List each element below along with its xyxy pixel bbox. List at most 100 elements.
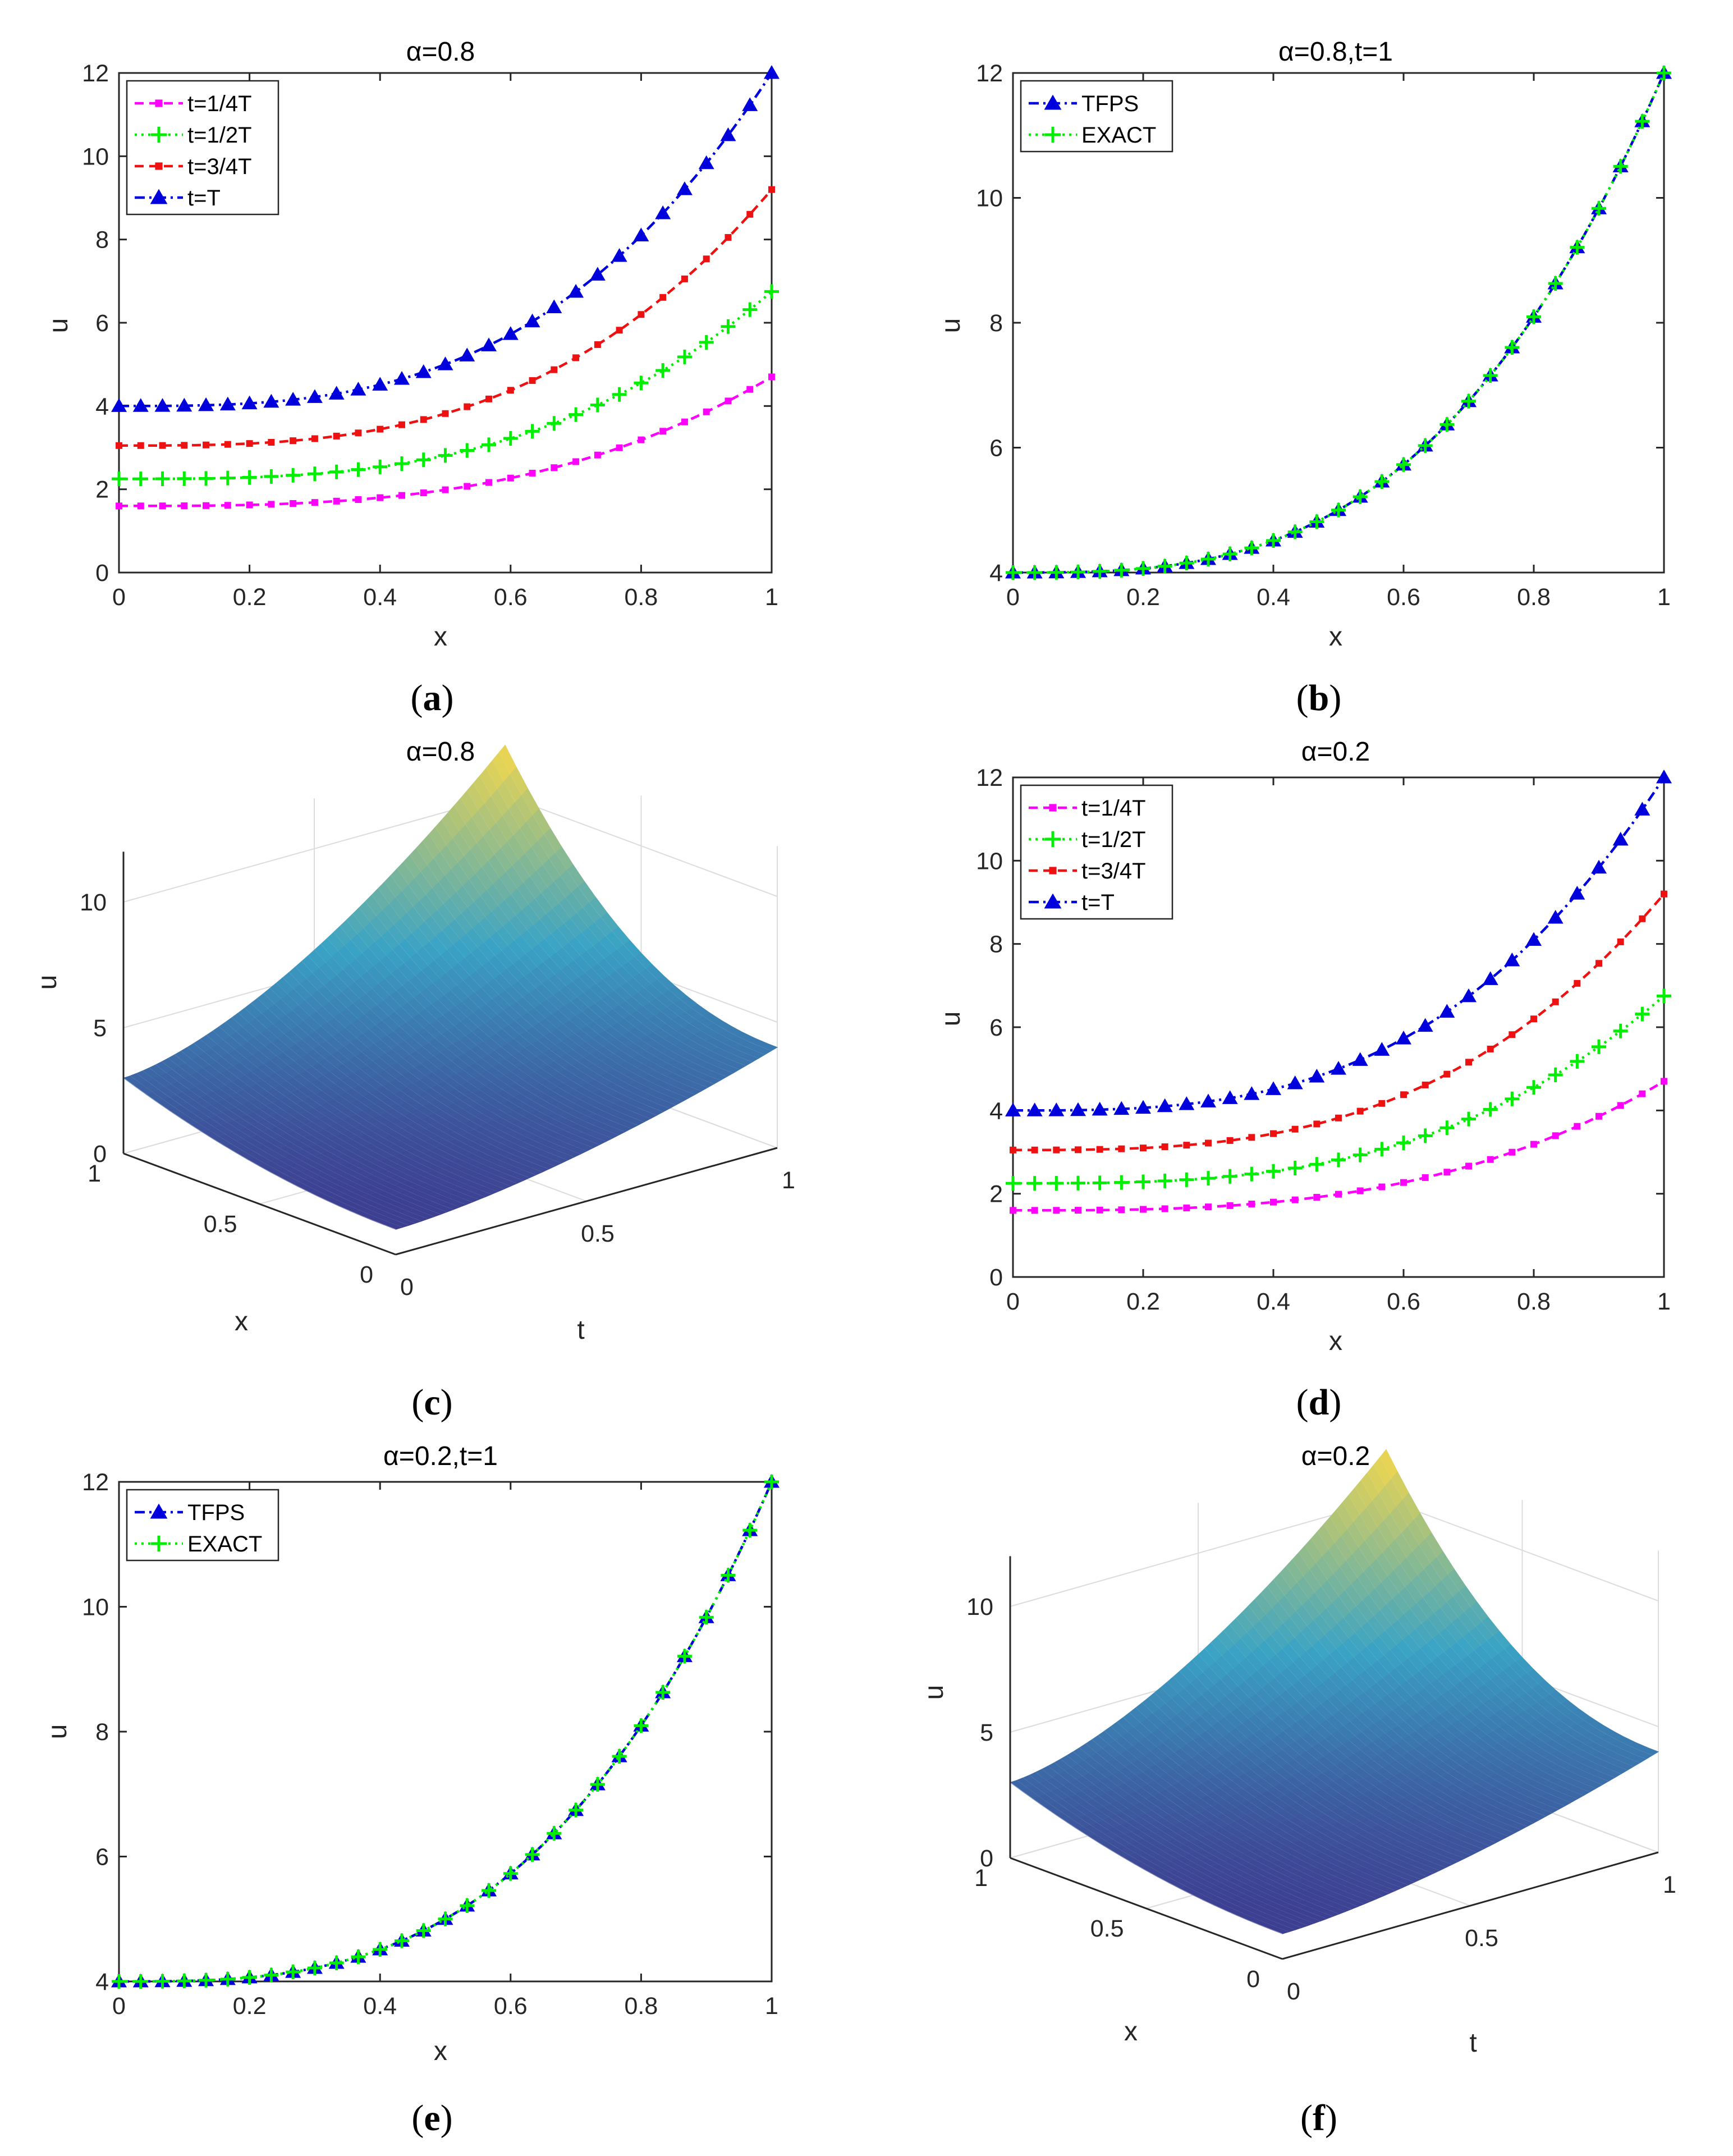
panel-a-series-3-point	[611, 248, 627, 262]
panel-d-series-3-point	[1482, 971, 1498, 985]
panel-f-title: α=0.2	[1301, 1441, 1370, 1471]
panel-d-series-0-point	[1313, 1193, 1321, 1201]
panel-a-xtick-label: 0	[112, 584, 126, 611]
panel-c-tlabel: t	[577, 1315, 584, 1345]
panel-a-series-0-point	[203, 502, 210, 509]
panel-a-series-0-point	[616, 444, 623, 451]
panel-a-series-3-point	[350, 382, 366, 396]
panel-b-series-1-point	[1548, 276, 1563, 291]
panel-e-series-1-point	[220, 1971, 235, 1986]
panel-a-series-0-point	[377, 494, 384, 501]
panel-b-legend-label-0: TFPS	[1081, 91, 1139, 116]
panel-a-series-3-point	[132, 398, 149, 412]
panel-f-x-tick-label: 0.5	[1090, 1915, 1124, 1942]
panel-b-series-1-point	[1222, 547, 1237, 562]
panel-b-series-1-point	[1071, 565, 1085, 580]
panel-f-z-tick-label: 5	[980, 1719, 993, 1746]
panel-d-legend-label-1: t=1/2T	[1081, 827, 1146, 852]
panel-e-axes-box	[118, 1481, 773, 1983]
panel-d-ytick-label: 4	[989, 1097, 1003, 1124]
panel-b-series-1-point	[1439, 417, 1455, 432]
panel-a-series-1-point	[394, 456, 409, 471]
panel-a-series-2-point	[681, 275, 688, 282]
panel-e-series-1-point	[133, 1974, 148, 1989]
panel-b-series-1-point	[1309, 514, 1324, 529]
panel-a-series-2-point	[507, 387, 514, 394]
panel-d-title: α=0.2	[1301, 737, 1370, 767]
panel-e-ytick-label: 6	[95, 1844, 109, 1871]
panel-a-series-3-point	[372, 377, 388, 391]
panel-a-series-3-point	[764, 65, 780, 79]
panel-d-series-1-point	[1092, 1175, 1107, 1191]
panel-a-series-0-point	[442, 486, 449, 493]
panel-a-series-2-point	[616, 327, 623, 334]
panel-e-legend: TFPS EXACT	[126, 1489, 279, 1562]
panel-a-series-2-point	[638, 311, 645, 318]
panel-c-label: (c)	[411, 1382, 452, 1423]
panel-d-series-0-point	[1053, 1207, 1060, 1214]
panel-a-series-3-point	[241, 395, 258, 410]
panel-a-series-0-point	[572, 458, 580, 465]
panel-b-series-1-point	[1114, 562, 1129, 578]
panel-b-legend-marker-0	[1044, 94, 1062, 110]
panel-b-series-1-point	[1331, 502, 1346, 518]
panel-d-series-3-point	[1200, 1093, 1216, 1107]
panel-d-series-1-point	[1505, 1091, 1520, 1106]
panel-e-series-1-point	[286, 1965, 301, 1980]
panel-d-series-1-point	[1071, 1175, 1085, 1191]
panel-a-series-2-point	[398, 421, 405, 428]
panel-d-series-2-point	[1226, 1137, 1234, 1144]
panel-d-series-0-point	[1335, 1191, 1342, 1198]
panel-b-series-1-point	[1592, 201, 1606, 216]
panel-a-series-2-point	[224, 441, 231, 448]
panel-d-series-0-point	[1574, 1123, 1581, 1130]
panel-a-series-3-point	[546, 299, 562, 314]
panel-d-series-2-point	[1031, 1146, 1038, 1153]
panel-d-legend-label-3: t=T	[1081, 890, 1115, 915]
panel-b-ytick-label: 8	[989, 310, 1003, 337]
panel-a-series-0-point	[464, 483, 471, 490]
panel-a-xtick-label: 0.6	[494, 584, 528, 611]
panel-a-series-2-point	[725, 234, 732, 241]
panel-d-series-2-point	[1661, 890, 1667, 898]
panel-a-series-0-point	[355, 496, 362, 503]
panel-d-series-3-point	[1352, 1052, 1368, 1066]
panel-a-series-1-point	[742, 302, 758, 317]
panel-b-series-1-point	[1287, 524, 1303, 539]
panel-a-ytick-label: 0	[95, 560, 109, 587]
panel-a-series-1-point	[351, 462, 366, 477]
panel-b-legend-label-1: EXACT	[1081, 123, 1156, 148]
panel-e-plot: 0 0.2 0.4 0.6 0.8 1 4 6 8 10 12 TFPS EXACT	[82, 1469, 780, 2020]
panel-a-series-3-point	[698, 155, 714, 170]
panel-d-series-3-point	[1309, 1069, 1325, 1083]
panel-a-series-0-point	[551, 464, 558, 472]
panel-d-series-1-point	[1201, 1171, 1216, 1186]
panel-b-series-1-point	[1396, 457, 1411, 472]
panel-a-series-3-point	[502, 326, 519, 340]
panel-a-series-0-point	[768, 373, 775, 381]
panel-a-series-1-point	[699, 335, 714, 350]
panel-b: α=0.8,t=1 0 0.2 0.4 0.6 0.8 1 4 6 8 10 12 TFPS EXACT…	[936, 37, 1672, 718]
panel-a-series-0-point	[311, 499, 318, 506]
panel-a-series-0-point	[681, 418, 688, 425]
panel-c-x-tick-label: 0	[360, 1261, 373, 1288]
panel-b-label: (b)	[1296, 678, 1342, 718]
panel-a-series-1-point	[655, 363, 671, 378]
panel-a-series-0-point	[398, 492, 405, 499]
panel-a-series-3-point	[176, 397, 192, 412]
panel-d-series-3-point	[1612, 831, 1629, 846]
panel-b-series-1-point	[1157, 559, 1172, 574]
panel-d-series-2-point	[1248, 1134, 1255, 1141]
panel-a-series-2-point	[442, 410, 449, 417]
panel-d-series-0-point	[1443, 1169, 1451, 1176]
panel-b-ytick-label: 12	[976, 60, 1003, 87]
panel-d-series-1-point	[1635, 1006, 1650, 1022]
panel-a-series-1	[112, 284, 779, 487]
panel-a-series-0-point	[290, 500, 297, 507]
panel-b-plot: 0 0.2 0.4 0.6 0.8 1 4 6 8 10 12 TFPS EXACT	[976, 60, 1672, 611]
panel-d-ytick-label: 2	[989, 1181, 1003, 1208]
panel-d-series-3-point	[1113, 1101, 1130, 1115]
panel-a-series-2-point	[420, 416, 427, 423]
panel-e-series-1-point	[264, 1967, 279, 1983]
